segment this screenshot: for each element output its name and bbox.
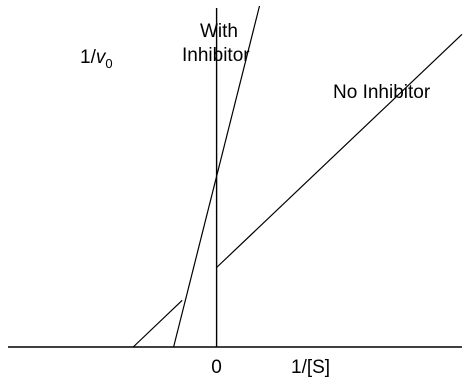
series-layer	[132, 5, 463, 348]
series-label-with-inhibitor-line-1: With	[200, 21, 238, 42]
x-axis-label: 1/[S]	[291, 357, 330, 378]
y-axis-label: 1/v0	[80, 47, 113, 71]
series-label-with-inhibitor: With Inhibitor	[182, 21, 250, 66]
series-label-no-inhibitor: No Inhibitor	[333, 82, 431, 103]
series-line-no-inhibitor-part-2	[216, 33, 463, 268]
series-label-with-inhibitor-line-2: Inhibitor	[182, 45, 250, 66]
series-line-with-inhibitor	[173, 5, 261, 348]
x-tick-label: 0	[211, 357, 222, 378]
series-line-no-inhibitor-part-1	[132, 299, 183, 348]
